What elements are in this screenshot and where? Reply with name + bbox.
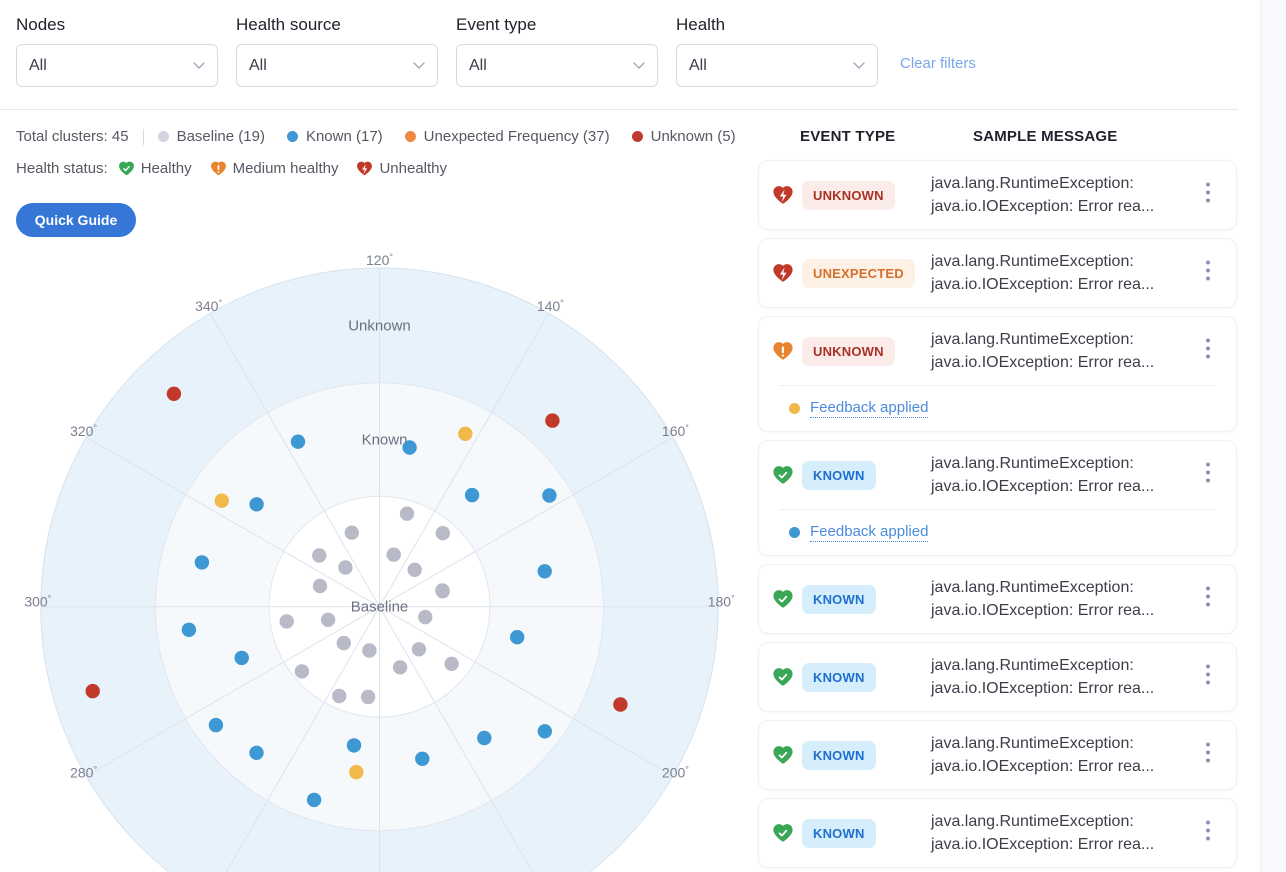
svg-text:180°: 180°	[708, 594, 735, 610]
svg-text:160°: 160°	[662, 423, 689, 439]
svg-text:320°: 320°	[70, 423, 97, 439]
svg-text:Unknown: Unknown	[348, 317, 411, 334]
svg-text:280°: 280°	[70, 765, 97, 781]
svg-text:340°: 340°	[195, 298, 222, 314]
svg-text:140°: 140°	[537, 298, 564, 314]
svg-text:200°: 200°	[662, 765, 689, 781]
svg-text:Known: Known	[362, 432, 408, 449]
svg-text:Baseline: Baseline	[351, 599, 409, 616]
svg-text:300°: 300°	[24, 594, 51, 610]
svg-text:120°: 120°	[366, 252, 393, 268]
